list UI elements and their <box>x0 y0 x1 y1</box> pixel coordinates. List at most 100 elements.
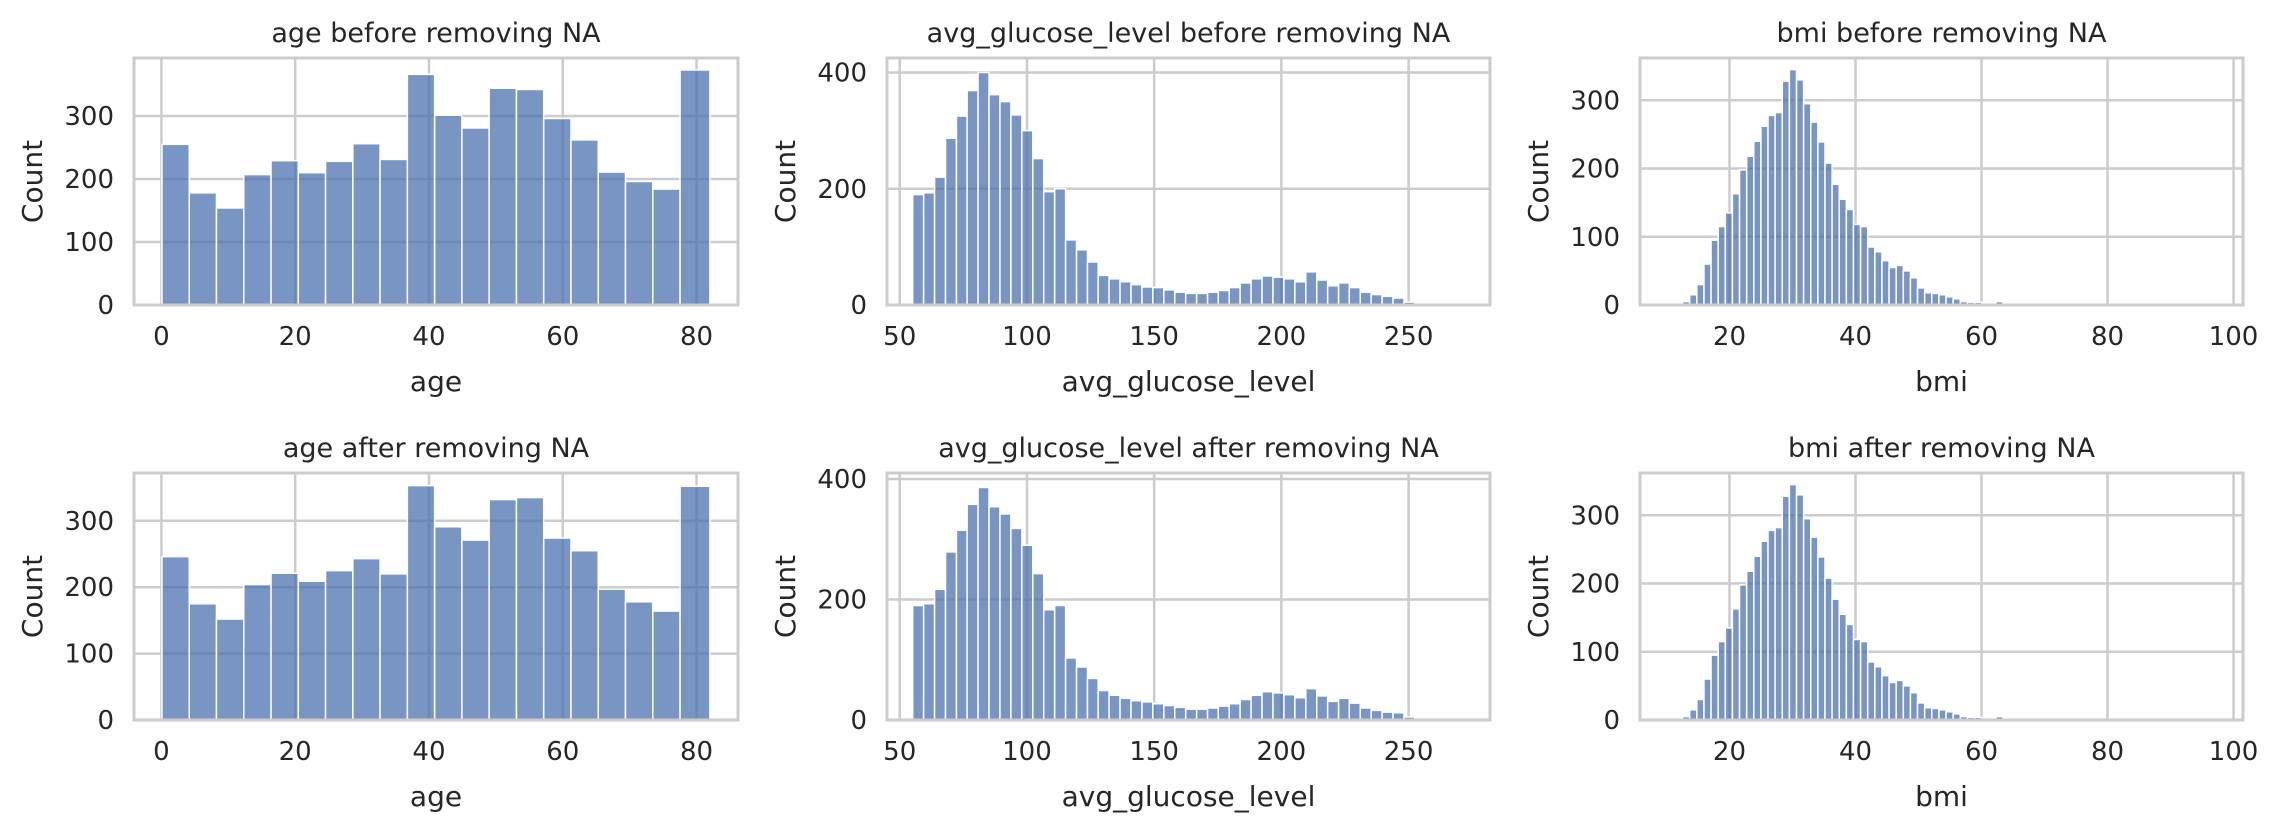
y-tick-label: 400 <box>817 59 867 89</box>
histogram-bar <box>1717 225 1727 306</box>
x-tick-label: 20 <box>279 737 312 767</box>
histogram-bar <box>1895 679 1905 721</box>
histogram-bar <box>1810 121 1819 306</box>
histogram-bar <box>1206 291 1220 306</box>
y-tick-label: 0 <box>97 706 114 736</box>
histogram-bar <box>1021 129 1034 306</box>
histogram-bar <box>1895 264 1905 306</box>
histogram-bar <box>1774 111 1784 306</box>
histogram-bar <box>1888 681 1897 721</box>
histogram-bar <box>1931 707 1940 721</box>
histogram-bar <box>999 100 1012 306</box>
histogram-bar <box>1119 281 1132 306</box>
histogram-bar <box>379 573 409 721</box>
histogram-bar <box>297 580 327 721</box>
y-tick-label: 200 <box>1570 155 1620 185</box>
y-tick-label: 300 <box>1570 86 1620 116</box>
histogram-bar <box>988 505 1001 721</box>
x-tick-label: 80 <box>680 322 713 352</box>
histogram-bar <box>911 604 925 721</box>
histogram-bar <box>1724 627 1734 721</box>
histogram-bar <box>1272 692 1285 721</box>
x-axis-label: age <box>410 780 462 813</box>
subplot-title: avg_glucose_level before removing NA <box>927 18 1451 49</box>
histogram-bar <box>1938 294 1947 306</box>
x-tick-label: 100 <box>1002 737 1052 767</box>
histogram-bar <box>1781 495 1791 721</box>
histogram-bar <box>1731 193 1741 306</box>
histogram-bar <box>1370 293 1383 306</box>
histogram-bar <box>1703 678 1712 721</box>
x-tick-label: 0 <box>153 322 170 352</box>
histogram-bar <box>933 588 947 721</box>
histogram-bar <box>1261 275 1274 306</box>
histogram-bar <box>1916 702 1926 721</box>
y-axis-label: Count <box>1522 140 1555 223</box>
y-axis-label: Count <box>16 140 49 223</box>
histogram-bar <box>1348 286 1361 306</box>
histogram-bar <box>1859 640 1869 721</box>
y-tick-label: 0 <box>1603 706 1620 736</box>
histogram-bar <box>1108 694 1121 721</box>
x-tick-label: 40 <box>412 322 445 352</box>
histogram-bar <box>1866 246 1876 306</box>
histogram-bar <box>1731 608 1741 721</box>
histogram-bar <box>1931 292 1940 306</box>
histogram-bar <box>1141 701 1154 721</box>
histogram-bar <box>1152 702 1165 721</box>
histogram-bar <box>1845 208 1855 306</box>
histogram-bar <box>1195 292 1209 306</box>
y-tick-label: 0 <box>1603 291 1620 321</box>
y-tick-label: 0 <box>850 706 867 736</box>
histogram-bar <box>1688 709 1698 721</box>
subplot-4: 0 20 40 60 80 0 100 200 300 age after removing NA… <box>16 433 740 813</box>
histogram-bar <box>515 496 545 721</box>
histogram-bar <box>1294 696 1307 721</box>
histogram-bar <box>1824 577 1833 721</box>
x-tick-label: 150 <box>1129 737 1179 767</box>
x-tick-label: 100 <box>2209 322 2259 352</box>
x-tick-label: 200 <box>1257 737 1307 767</box>
histogram-bar <box>1838 613 1848 721</box>
histogram-bar <box>1888 266 1897 306</box>
histogram-bar <box>652 188 681 306</box>
y-tick-label: 200 <box>1570 570 1620 600</box>
histogram-bar <box>1283 278 1296 306</box>
histogram-bar <box>1064 239 1078 306</box>
histogram-bar <box>1824 162 1833 306</box>
y-tick-label: 300 <box>1570 501 1620 531</box>
histogram-bar <box>966 89 979 306</box>
x-tick-label: 50 <box>883 322 916 352</box>
histogram-bar <box>922 602 936 721</box>
x-tick-label: 40 <box>1839 322 1872 352</box>
histogram-bar <box>1866 661 1876 721</box>
histogram-bar <box>188 603 218 721</box>
histogram-bar <box>1359 707 1372 721</box>
x-tick-label: 60 <box>546 737 579 767</box>
histogram-bar <box>352 557 381 721</box>
x-tick-label: 80 <box>2091 737 2124 767</box>
histogram-bar <box>1802 102 1812 306</box>
histogram-bar <box>1745 570 1755 721</box>
histogram-bar <box>624 180 654 306</box>
histogram-bar <box>1881 674 1890 721</box>
histogram-bar <box>1163 289 1176 306</box>
histogram-bar <box>433 526 463 721</box>
y-tick-label: 200 <box>64 165 114 195</box>
histogram-bar <box>999 513 1012 721</box>
histogram-bar <box>1163 704 1176 721</box>
histogram-bar <box>1042 609 1056 721</box>
histogram-bar <box>1923 291 1933 306</box>
histogram-bar <box>1195 708 1209 721</box>
histogram-bar <box>406 73 436 306</box>
y-tick-label: 100 <box>64 228 114 258</box>
x-tick-label: 80 <box>680 737 713 767</box>
histogram-bar <box>1724 212 1734 306</box>
histogram-bar <box>1337 282 1351 306</box>
x-axis-label: avg_glucose_level <box>1062 365 1316 398</box>
histogram-bar <box>243 583 272 721</box>
axes-frame <box>132 56 740 307</box>
histogram-bar <box>1108 278 1121 306</box>
histogram-bar <box>1239 698 1252 721</box>
